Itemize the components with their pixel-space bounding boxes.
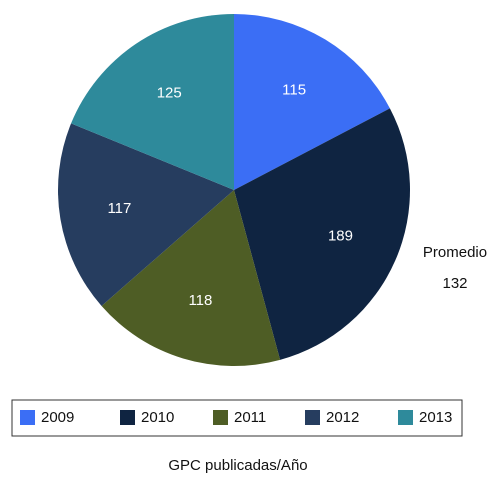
legend-label: 2011 [234,409,266,426]
legend-swatch [305,410,320,425]
data-label: 118 [188,292,212,309]
legend: 2009 2010 2011 2012 2013 [20,409,452,426]
legend-label: 2013 [419,409,452,426]
slice [234,14,390,190]
legend-swatch [20,410,35,425]
legend-swatch [398,410,413,425]
legend-swatch [120,410,135,425]
annotation: 132 [442,275,467,292]
data-label: 189 [328,227,353,244]
pie: 115 189 118 117 125 [57,14,410,367]
slice [71,14,235,190]
slice [101,190,281,367]
x-axis-label: GPC publicadas/Año [168,457,307,474]
slice [57,123,234,306]
slice [234,108,410,360]
data-label: 125 [157,85,182,102]
data-label: 115 [282,82,306,99]
legend-box [11,399,463,437]
legend-swatch [213,410,228,425]
annotation: Promedio [423,244,487,261]
legend-label: 2009 [41,409,74,426]
legend-label: 2012 [326,409,359,426]
data-label: 117 [107,200,131,217]
legend-label: 2010 [141,409,174,426]
